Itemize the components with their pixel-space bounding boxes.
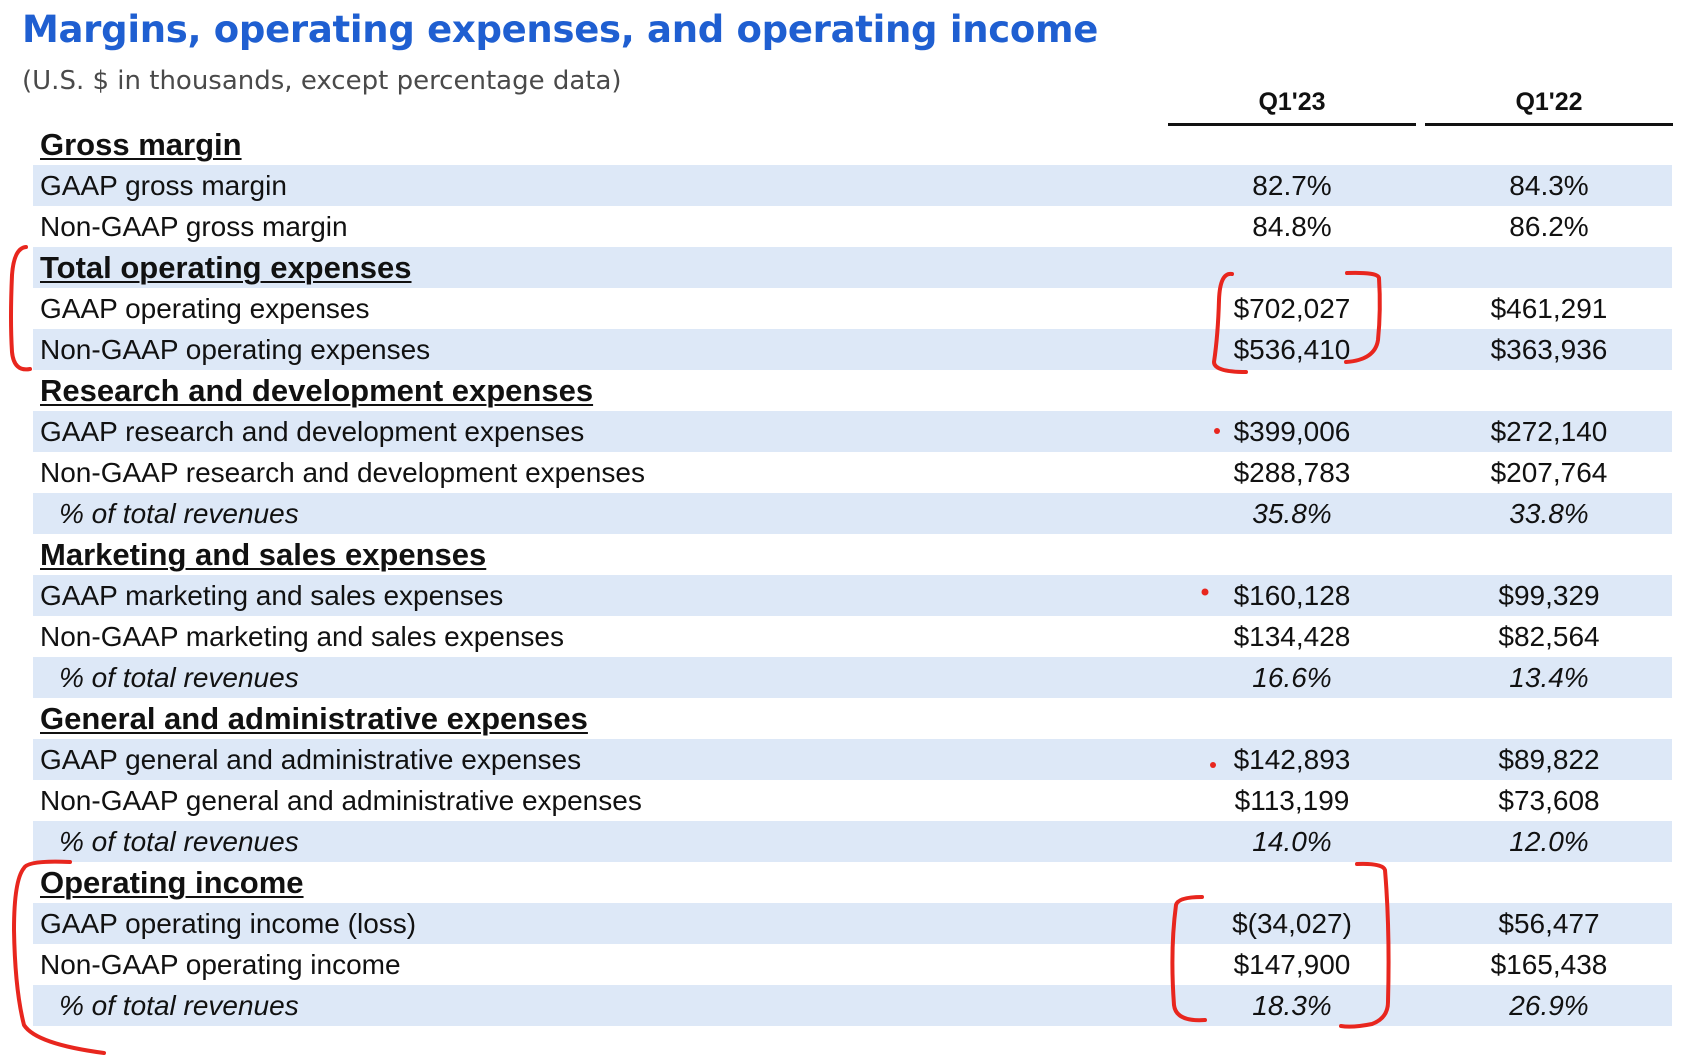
column-header-q1-23: Q1'23	[1168, 88, 1416, 126]
value-q1-23: $288,783	[1233, 457, 1351, 488]
value-q1-23: $536,410	[1233, 334, 1351, 365]
row-label: Non-GAAP operating expenses	[40, 334, 431, 365]
row-label: Non-GAAP general and administrative expe…	[40, 785, 642, 816]
section-title: Total operating expenses	[40, 250, 412, 285]
value-q1-23: 35.8%	[1252, 498, 1332, 529]
page-title: Margins, operating expenses, and operati…	[22, 8, 1099, 51]
row-label: GAAP operating expenses	[40, 293, 370, 324]
value-q1-23: 84.8%	[1252, 211, 1332, 242]
value-q1-22: 86.2%	[1509, 211, 1589, 242]
value-q1-22: $165,438	[1490, 949, 1608, 980]
row-label: GAAP gross margin	[40, 170, 287, 201]
table-row: GAAP operating expenses $702,027 $461,291	[33, 288, 1672, 329]
row-label: % of total revenues	[59, 990, 299, 1021]
table-row: Non-GAAP gross margin 84.8% 86.2%	[33, 206, 1672, 247]
section-header-row: Operating income	[33, 862, 1672, 903]
value-q1-23: $147,900	[1233, 949, 1351, 980]
table-row: GAAP operating income (loss) $(34,027) $56…	[33, 903, 1672, 944]
section-title: General and administrative expenses	[40, 701, 588, 736]
percent-row: % of total revenues 16.6% 13.4%	[33, 657, 1672, 698]
value-q1-22: $99,329	[1498, 580, 1600, 611]
section-header-row: Research and development expenses	[33, 370, 1672, 411]
value-q1-23: 14.0%	[1252, 826, 1332, 857]
value-q1-22: $73,608	[1498, 785, 1600, 816]
value-q1-23: $142,893	[1233, 744, 1351, 775]
section-title: Operating income	[40, 865, 304, 900]
value-q1-22: 33.8%	[1509, 498, 1589, 529]
row-label: GAAP research and development expenses	[40, 416, 585, 447]
row-label: Non-GAAP operating income	[40, 949, 401, 980]
row-label: % of total revenues	[59, 826, 299, 857]
row-label: % of total revenues	[59, 662, 299, 693]
value-q1-22: 26.9%	[1509, 990, 1589, 1021]
table-row: GAAP marketing and sales expenses $160,12…	[33, 575, 1672, 616]
row-label: Non-GAAP marketing and sales expenses	[40, 621, 564, 652]
section-header-row: Gross margin	[33, 124, 1672, 165]
table-row: Non-GAAP research and development expens…	[33, 452, 1672, 493]
table-row: Non-GAAP operating income $147,900 $165,43…	[33, 944, 1672, 985]
row-label: Non-GAAP research and development expens…	[40, 457, 645, 488]
value-q1-22: 13.4%	[1509, 662, 1589, 693]
table-row: Non-GAAP marketing and sales expenses $13…	[33, 616, 1672, 657]
table-row: Non-GAAP general and administrative expe…	[33, 780, 1672, 821]
value-q1-22: 84.3%	[1509, 170, 1589, 201]
table-row: GAAP gross margin 82.7% 84.3%	[33, 165, 1672, 206]
value-q1-23: $160,128	[1233, 580, 1351, 611]
value-q1-23: 18.3%	[1252, 990, 1332, 1021]
value-q1-22: $461,291	[1490, 293, 1608, 324]
value-q1-22: $56,477	[1498, 908, 1600, 939]
row-label: % of total revenues	[59, 498, 299, 529]
column-header-q1-22: Q1'22	[1425, 88, 1673, 126]
value-q1-23: $(34,027)	[1232, 908, 1352, 939]
left-bracket-opex-annotation	[9, 245, 32, 372]
row-label: Non-GAAP gross margin	[40, 211, 348, 242]
value-q1-22: $363,936	[1490, 334, 1608, 365]
row-label: GAAP operating income (loss)	[40, 908, 417, 939]
value-q1-23: $399,006	[1233, 416, 1351, 447]
section-title: Marketing and sales expenses	[40, 537, 487, 572]
section-header-row: Total operating expenses	[33, 247, 1672, 288]
value-q1-22: 12.0%	[1509, 826, 1589, 857]
value-q1-23: $702,027	[1233, 293, 1351, 324]
page-subtitle: (U.S. $ in thousands, except percentage …	[22, 66, 622, 96]
section-title: Gross margin	[40, 127, 242, 162]
row-label: GAAP marketing and sales expenses	[40, 580, 504, 611]
value-q1-22: $89,822	[1498, 744, 1600, 775]
value-q1-23: 16.6%	[1252, 662, 1332, 693]
row-label: GAAP general and administrative expenses	[40, 744, 582, 775]
percent-row: % of total revenues 35.8% 33.8%	[33, 493, 1672, 534]
value-q1-23: 82.7%	[1252, 170, 1332, 201]
value-q1-23: $113,199	[1234, 785, 1350, 816]
section-header-row: Marketing and sales expenses	[33, 534, 1672, 575]
table-row: Non-GAAP operating expenses $536,410 $363,…	[33, 329, 1672, 370]
financial-table: Gross margin GAAP gross margin 82.7% 84.3% N…	[33, 124, 1672, 1026]
section-header-row: General and administrative expenses	[33, 698, 1672, 739]
value-q1-22: $82,564	[1498, 621, 1600, 652]
percent-row: % of total revenues 18.3% 26.9%	[33, 985, 1672, 1026]
table-row: GAAP research and development expenses $3…	[33, 411, 1672, 452]
section-title: Research and development expenses	[40, 373, 594, 408]
value-q1-22: $207,764	[1490, 457, 1608, 488]
value-q1-23: $134,428	[1233, 621, 1351, 652]
percent-row: % of total revenues 14.0% 12.0%	[33, 821, 1672, 862]
table-row: GAAP general and administrative expenses…	[33, 739, 1672, 780]
value-q1-22: $272,140	[1490, 416, 1608, 447]
